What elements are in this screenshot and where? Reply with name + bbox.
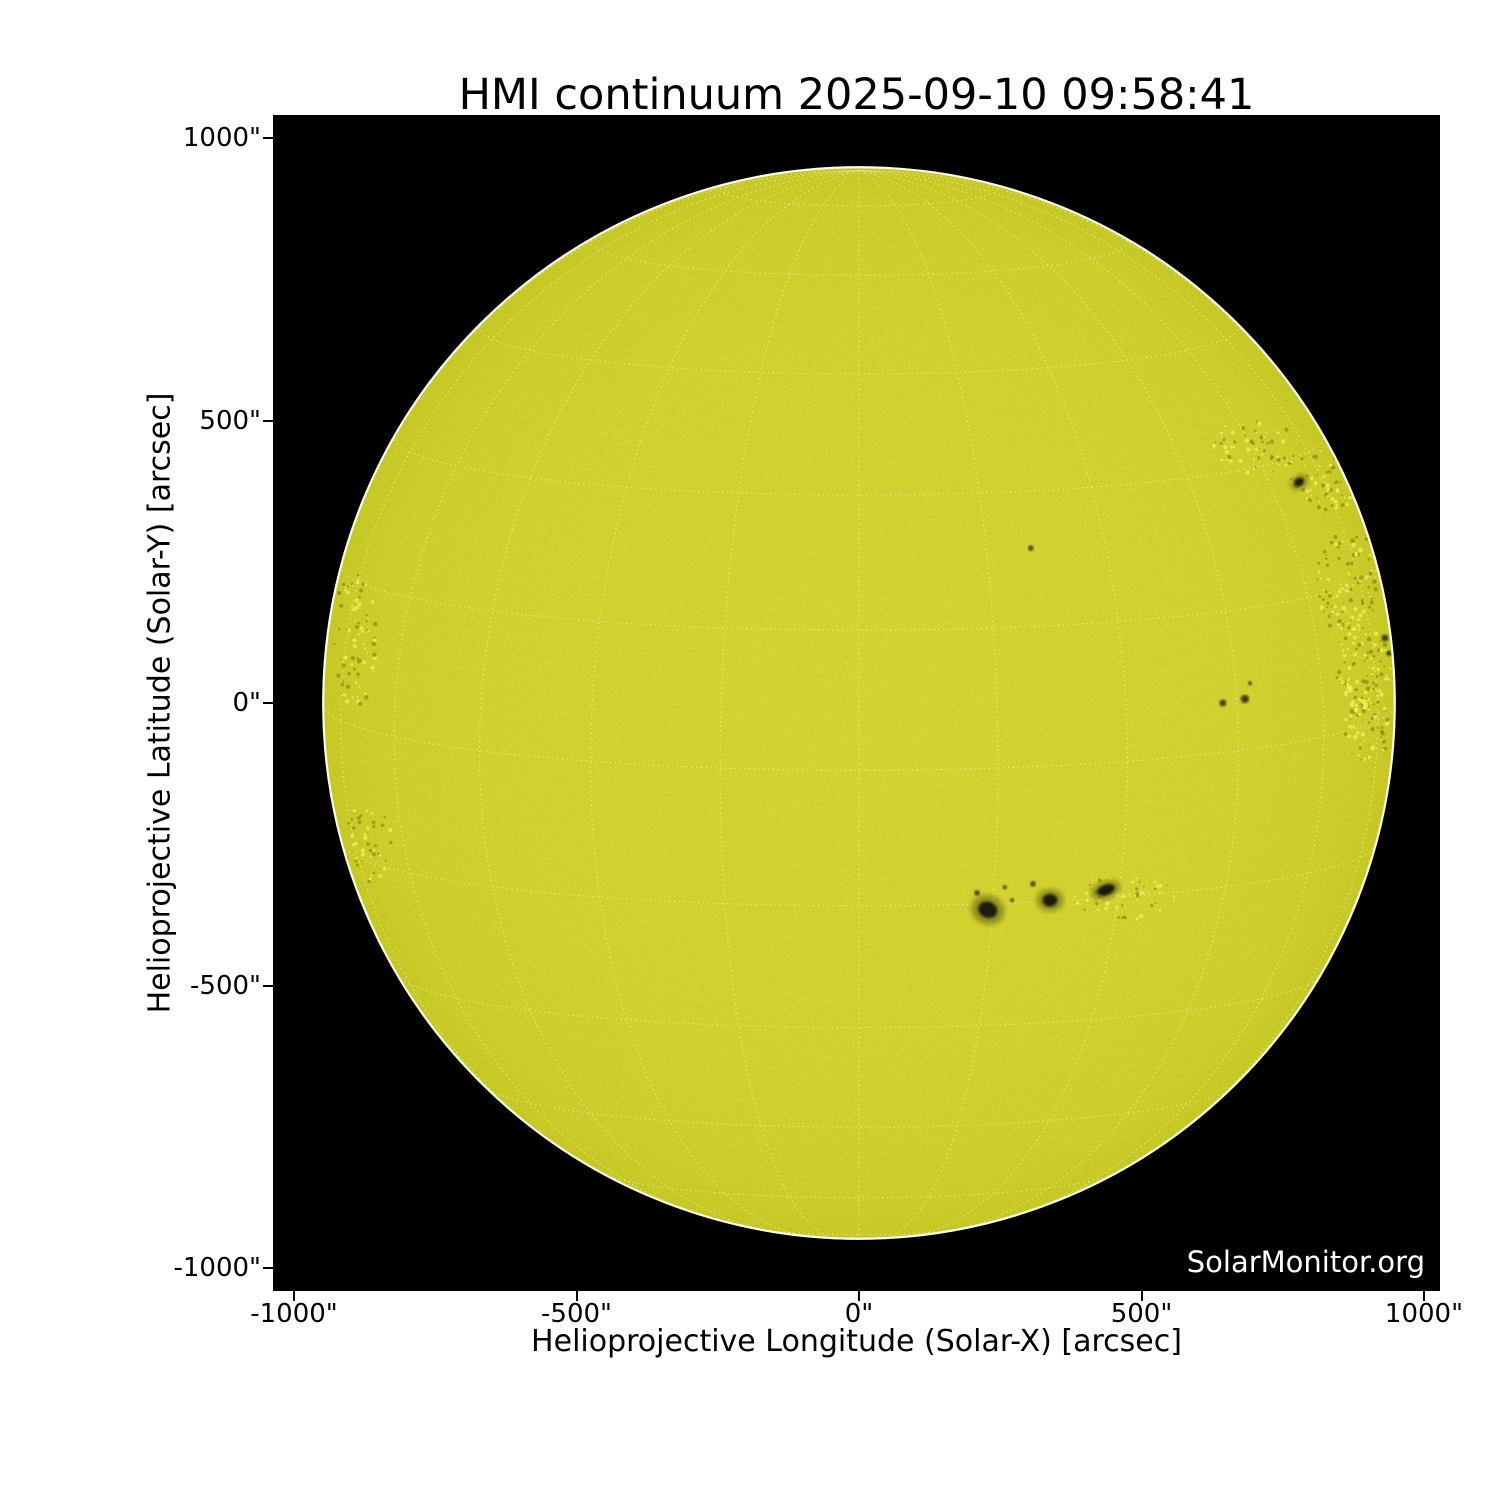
limb-rim <box>322 166 1396 1240</box>
y-tick-mark <box>263 702 273 704</box>
x-tick-mark <box>1140 1291 1143 1301</box>
y-tick-label: 0" <box>232 688 261 718</box>
x-tick-mark <box>575 1291 578 1301</box>
sunspot-core <box>1097 884 1115 896</box>
y-tick-label: -500" <box>190 970 261 1001</box>
sunspot-pore <box>1381 634 1389 642</box>
y-tick-label: -1000" <box>173 1253 261 1283</box>
x-tick-label: 500" <box>1110 1299 1173 1329</box>
sunspot-pore <box>1010 898 1015 903</box>
sunspot-pore <box>1219 699 1227 707</box>
y-tick-mark <box>263 419 273 422</box>
y-tick-mark <box>263 1267 273 1269</box>
y-tick-label: 1000" <box>182 123 261 153</box>
chart-title: HMI continuum 2025-09-10 09:58:41 <box>458 70 1255 120</box>
sunspot-pore <box>1028 545 1034 551</box>
y-tick-mark <box>263 137 273 139</box>
x-tick-label: -1000" <box>250 1299 338 1329</box>
x-axis-label: Helioprojective Longitude (Solar-X) [arc… <box>531 1324 1182 1359</box>
sunspot-pore <box>974 890 980 896</box>
sunspot-pore <box>1240 694 1249 704</box>
y-tick-mark <box>263 984 273 987</box>
watermark-solarmonitor: SolarMonitor.org <box>1186 1245 1425 1279</box>
x-tick-mark <box>858 1291 860 1301</box>
sunspot-pore <box>1386 650 1392 656</box>
x-tick-label: -500" <box>541 1299 612 1329</box>
sunspot-core <box>978 901 998 918</box>
sunspot-core <box>1042 894 1058 907</box>
x-tick-label: 1000" <box>1384 1299 1464 1329</box>
sunspot-pore <box>1248 681 1252 686</box>
y-tick-label: 500" <box>199 405 261 436</box>
sunspot-core <box>1294 477 1304 487</box>
x-tick-label: 0" <box>844 1299 874 1329</box>
sunspot-pore <box>1030 881 1036 887</box>
x-tick-mark <box>1423 1291 1425 1301</box>
solar-disk-image <box>273 115 1440 1291</box>
sunspot-layer <box>971 474 1392 925</box>
heliographic-grid <box>322 169 1396 1240</box>
sunspot-pore <box>1002 885 1007 890</box>
plot-area: SolarMonitor.org <box>273 115 1440 1291</box>
x-tick-mark <box>293 1291 295 1301</box>
